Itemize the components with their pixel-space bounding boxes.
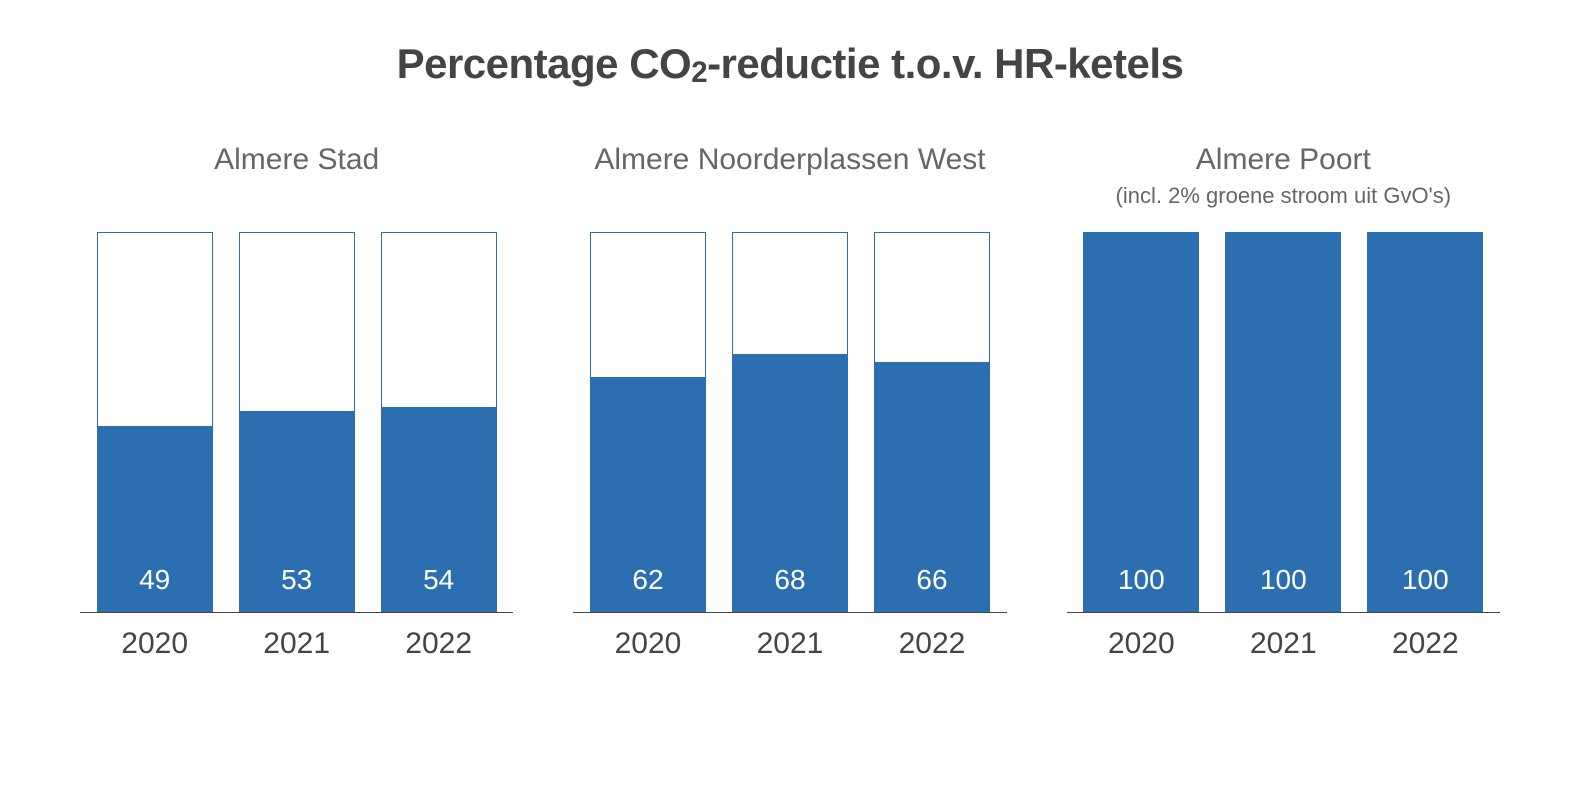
bar-fill: 49	[98, 426, 212, 612]
bar: 68	[732, 232, 848, 612]
bar-value-label: 62	[632, 564, 663, 612]
bar-fill: 54	[382, 407, 496, 612]
bar: 100	[1083, 232, 1199, 612]
x-axis-label: 2021	[239, 627, 355, 661]
x-axis-labels: 2020 2021 2022	[80, 627, 513, 661]
bar-value-label: 100	[1118, 564, 1165, 612]
bar: 49	[97, 232, 213, 612]
bars-area: 100 100 100	[1067, 233, 1500, 613]
bar-value-label: 66	[916, 564, 947, 612]
panel-header: Almere Stad	[214, 143, 379, 233]
bar: 66	[874, 232, 990, 612]
panel-subtitle: (incl. 2% groene stroom uit GvO's)	[1116, 183, 1452, 209]
x-axis-label: 2020	[97, 627, 213, 661]
bar-fill: 100	[1368, 233, 1482, 612]
bar-fill: 62	[591, 377, 705, 612]
panel-title: Almere Noorderplassen West	[594, 143, 985, 177]
bar-fill: 100	[1084, 233, 1198, 612]
x-axis-label: 2020	[1083, 627, 1199, 661]
bar-value-label: 54	[423, 564, 454, 612]
bar: 62	[590, 232, 706, 612]
x-axis-labels: 2020 2021 2022	[1067, 627, 1500, 661]
chart-panel: Almere Poort (incl. 2% groene stroom uit …	[1067, 143, 1500, 661]
panel-title: Almere Stad	[214, 143, 379, 177]
bar: 54	[381, 232, 497, 612]
chart-title-pre: Percentage CO	[397, 40, 692, 87]
chart-panel: Almere Stad 49 53 54 2020 2021 2022	[80, 143, 513, 661]
chart-title-post: -reductie t.o.v. HR-ketels	[707, 40, 1183, 87]
bar-fill: 100	[1226, 233, 1340, 612]
x-axis-label: 2022	[381, 627, 497, 661]
chart-title-sub: 2	[691, 56, 707, 89]
x-axis-label: 2021	[1225, 627, 1341, 661]
bar-fill: 68	[733, 354, 847, 612]
bars-area: 49 53 54	[80, 233, 513, 613]
chart-title: Percentage CO2-reductie t.o.v. HR-ketels	[80, 40, 1500, 88]
bar-value-label: 53	[281, 564, 312, 612]
bars-area: 62 68 66	[573, 233, 1006, 613]
chart-panels: Almere Stad495354202020212022Almere Noor…	[80, 143, 1500, 661]
bar-fill: 66	[875, 362, 989, 612]
bar-value-label: 68	[774, 564, 805, 612]
bar: 100	[1367, 232, 1483, 612]
x-axis-label: 2022	[1367, 627, 1483, 661]
panel-header: Almere Noorderplassen West	[594, 143, 985, 233]
x-axis-label: 2020	[590, 627, 706, 661]
bar: 53	[239, 232, 355, 612]
x-axis-label: 2022	[874, 627, 990, 661]
chart-panel: Almere Noorderplassen West 62 68 66 2020 2021…	[573, 143, 1006, 661]
bar-value-label: 100	[1260, 564, 1307, 612]
bar: 100	[1225, 232, 1341, 612]
bar-value-label: 100	[1402, 564, 1449, 612]
bar-value-label: 49	[139, 564, 170, 612]
panel-header: Almere Poort (incl. 2% groene stroom uit …	[1116, 143, 1452, 233]
bar-fill: 53	[240, 411, 354, 612]
panel-title: Almere Poort	[1116, 143, 1452, 177]
x-axis-labels: 2020 2021 2022	[573, 627, 1006, 661]
x-axis-label: 2021	[732, 627, 848, 661]
